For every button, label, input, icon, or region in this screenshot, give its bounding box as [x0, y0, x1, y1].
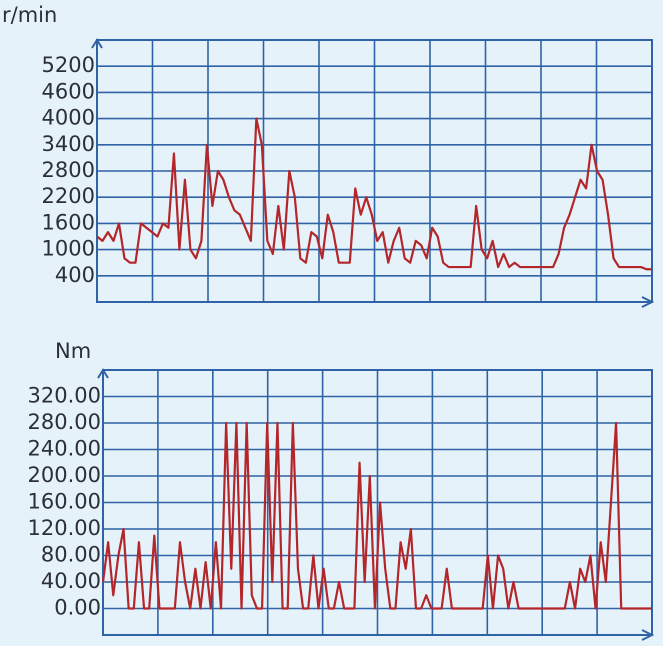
- y-tick-label: 2800: [42, 158, 95, 182]
- y-axis-arrow: [91, 38, 103, 49]
- y-tick-label: 4000: [42, 106, 95, 130]
- y-axis-arrow: [97, 368, 109, 379]
- y-tick-label: 2200: [42, 184, 95, 208]
- y-tick-label: 200.00: [28, 463, 101, 487]
- y-tick-label: 160.00: [28, 490, 101, 514]
- y-tick-label: 120.00: [28, 516, 101, 540]
- plot-frame: [102, 369, 653, 636]
- y-tick-label: 240.00: [28, 437, 101, 461]
- y-tick-label: 1000: [42, 237, 95, 261]
- y-tick-label: 1600: [42, 210, 95, 234]
- x-axis-arrow: [641, 296, 655, 308]
- y-tick-label: 40.00: [41, 569, 101, 593]
- y-tick-label: 280.00: [28, 410, 101, 434]
- y-tick-label: 80.00: [41, 543, 101, 567]
- y-tick-label: 4600: [42, 79, 95, 103]
- y-axis-label: Nm: [55, 339, 91, 363]
- y-axis-label: r/min: [2, 3, 57, 27]
- y-tick-label: 400: [55, 263, 95, 287]
- data-line: [101, 421, 652, 610]
- y-tick-label: 0.00: [54, 596, 101, 620]
- data-line: [96, 117, 652, 271]
- y-tick-label: 3400: [42, 132, 95, 156]
- y-tick-label: 5200: [42, 53, 95, 77]
- x-axis-arrow: [641, 629, 655, 641]
- y-tick-label: 320.00: [28, 384, 101, 408]
- plot-frame: [96, 39, 653, 303]
